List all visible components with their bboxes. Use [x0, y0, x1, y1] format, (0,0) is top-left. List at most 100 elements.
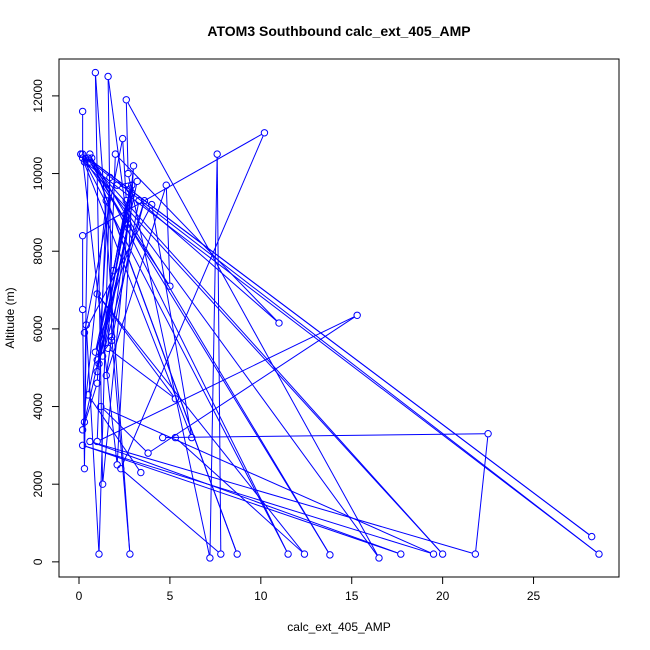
series-line-segment	[128, 176, 210, 555]
data-point	[158, 433, 167, 442]
data-point	[108, 332, 116, 341]
data-point	[78, 231, 87, 240]
data-point	[80, 418, 89, 426]
data-point	[375, 554, 383, 562]
series-line-segment	[94, 75, 104, 481]
data-point	[126, 185, 134, 193]
series-line-segment	[85, 445, 398, 554]
data-point	[93, 379, 101, 387]
data-layer	[77, 68, 603, 562]
data-point	[213, 150, 221, 158]
data-point	[137, 468, 145, 477]
data-point	[86, 150, 94, 158]
data-point	[188, 433, 196, 442]
data-point	[397, 550, 405, 558]
y-tick-label: 6000	[31, 315, 45, 342]
data-point	[233, 550, 241, 558]
x-tick-label: 0	[76, 589, 83, 603]
data-point	[353, 311, 361, 319]
x-tick-label: 10	[254, 589, 268, 603]
x-tick-label: 20	[436, 589, 450, 603]
data-point	[104, 72, 112, 81]
data-point	[128, 181, 136, 189]
y-tick-label: 12000	[31, 79, 45, 113]
series-line-segment	[98, 296, 174, 397]
series-line-segment	[209, 157, 218, 555]
data-point	[80, 329, 89, 337]
series-line-segment	[86, 164, 441, 552]
data-point	[95, 360, 103, 368]
series-line-segment	[83, 155, 597, 553]
data-point	[98, 352, 107, 360]
data-point	[78, 107, 87, 116]
data-point	[162, 181, 170, 189]
data-point	[471, 550, 480, 558]
series-line-segment	[91, 164, 378, 556]
series-line-segment	[84, 161, 89, 419]
series-line-segment	[475, 437, 489, 551]
series-line-segment	[97, 192, 130, 369]
data-point	[135, 197, 143, 205]
data-point	[86, 437, 94, 446]
data-point	[126, 550, 134, 558]
data-point	[166, 282, 174, 290]
data-point	[93, 367, 101, 376]
data-point	[77, 150, 85, 158]
x-tick-label: 25	[527, 589, 541, 603]
series-line-segment	[121, 135, 264, 466]
series-line-segment	[95, 203, 144, 350]
series-line-segment	[151, 207, 192, 435]
data-point	[122, 96, 130, 104]
series-line-segment	[82, 312, 85, 466]
data-point	[122, 197, 130, 205]
data-point	[104, 344, 112, 352]
series-line-segment	[100, 316, 355, 441]
series-line-segment	[141, 202, 277, 322]
series-line-segment	[177, 439, 303, 553]
data-point	[118, 134, 127, 143]
x-axis: 0 5 10 15 20 25	[76, 576, 541, 603]
series-line-segment	[85, 207, 151, 330]
y-tick-label: 2000	[31, 471, 45, 498]
x-tick-label: 15	[345, 589, 359, 603]
data-point	[144, 449, 152, 457]
data-point	[171, 395, 180, 403]
series-line-segment	[166, 433, 485, 439]
series-line-segment	[85, 445, 431, 554]
series-line-segment	[127, 102, 378, 556]
series-line-segment	[81, 157, 191, 435]
data-point	[326, 551, 334, 559]
data-point	[78, 154, 87, 162]
y-axis-label: Altitude (m)	[3, 287, 17, 348]
data-point	[588, 532, 596, 541]
series-line-segment	[110, 349, 173, 398]
data-point	[133, 177, 141, 186]
x-axis-label: calc_ext_405_AMP	[287, 620, 390, 634]
series-line-segment	[84, 141, 123, 330]
series-line-segment	[89, 397, 140, 471]
y-axis: 0 2000 4000 6000 8000 10000 12000	[31, 79, 60, 565]
series-line-segment	[81, 156, 287, 552]
series-line-segment	[120, 185, 127, 189]
series-line-segment	[93, 160, 329, 553]
data-point	[140, 197, 149, 205]
data-point	[91, 348, 100, 356]
data-point	[93, 290, 101, 298]
series-line-segment	[125, 103, 129, 171]
data-point	[171, 433, 180, 442]
data-point	[108, 336, 116, 345]
y-tick-label: 8000	[31, 238, 45, 265]
data-point	[129, 162, 138, 170]
data-point	[106, 173, 114, 182]
series-line-segment	[111, 339, 131, 551]
data-point	[206, 554, 214, 562]
data-point	[124, 224, 132, 232]
data-point	[284, 550, 292, 558]
y-tick-label: 0	[31, 558, 45, 565]
data-point	[429, 550, 438, 558]
data-point	[78, 441, 87, 450]
series-line-segment	[92, 442, 398, 554]
data-point	[102, 371, 110, 380]
series-line-segment	[150, 316, 355, 452]
